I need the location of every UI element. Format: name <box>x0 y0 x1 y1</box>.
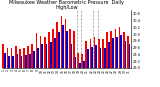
Bar <box>2 44 4 68</box>
Bar <box>15 46 16 68</box>
Bar <box>104 48 106 68</box>
Bar <box>94 37 96 68</box>
Bar <box>127 36 129 68</box>
Bar <box>85 41 87 68</box>
Bar <box>73 31 75 68</box>
Bar <box>19 49 21 68</box>
Bar <box>60 15 62 68</box>
Bar <box>124 41 126 68</box>
Bar <box>120 35 122 68</box>
Bar <box>112 38 114 68</box>
Bar <box>7 48 8 68</box>
Bar <box>46 44 47 68</box>
Bar <box>11 48 12 68</box>
Bar <box>65 19 66 68</box>
Bar <box>81 54 83 68</box>
Bar <box>50 41 52 68</box>
Bar <box>16 54 18 68</box>
Bar <box>119 27 120 68</box>
Bar <box>62 25 64 68</box>
Bar <box>96 45 97 68</box>
Bar <box>44 37 46 68</box>
Bar <box>23 48 25 68</box>
Bar <box>4 53 6 68</box>
Bar <box>21 56 22 68</box>
Bar <box>56 22 58 68</box>
Bar <box>110 31 112 68</box>
Bar <box>100 48 101 68</box>
Bar <box>31 44 33 68</box>
Bar <box>83 61 85 68</box>
Bar <box>91 47 93 68</box>
Bar <box>48 32 50 68</box>
Bar <box>12 56 14 68</box>
Bar <box>90 39 91 68</box>
Bar <box>102 39 104 68</box>
Bar <box>123 32 124 68</box>
Bar <box>79 63 81 68</box>
Bar <box>36 33 37 68</box>
Bar <box>69 29 71 68</box>
Bar <box>87 49 89 68</box>
Bar <box>8 56 10 68</box>
Bar <box>33 51 35 68</box>
Bar <box>71 44 72 68</box>
Bar <box>37 48 39 68</box>
Bar <box>108 41 110 68</box>
Bar <box>54 38 56 68</box>
Title: Milwaukee Weather Barometric Pressure  Daily High/Low: Milwaukee Weather Barometric Pressure Da… <box>9 0 124 10</box>
Bar <box>40 36 41 68</box>
Bar <box>129 44 130 68</box>
Bar <box>75 57 76 68</box>
Bar <box>27 46 29 68</box>
Bar <box>58 32 60 68</box>
Bar <box>29 54 31 68</box>
Bar <box>66 31 68 68</box>
Bar <box>115 29 116 68</box>
Bar <box>106 32 108 68</box>
Bar <box>77 53 79 68</box>
Bar <box>116 37 118 68</box>
Bar <box>41 44 43 68</box>
Bar <box>98 39 100 68</box>
Bar <box>25 55 27 68</box>
Bar <box>52 29 54 68</box>
